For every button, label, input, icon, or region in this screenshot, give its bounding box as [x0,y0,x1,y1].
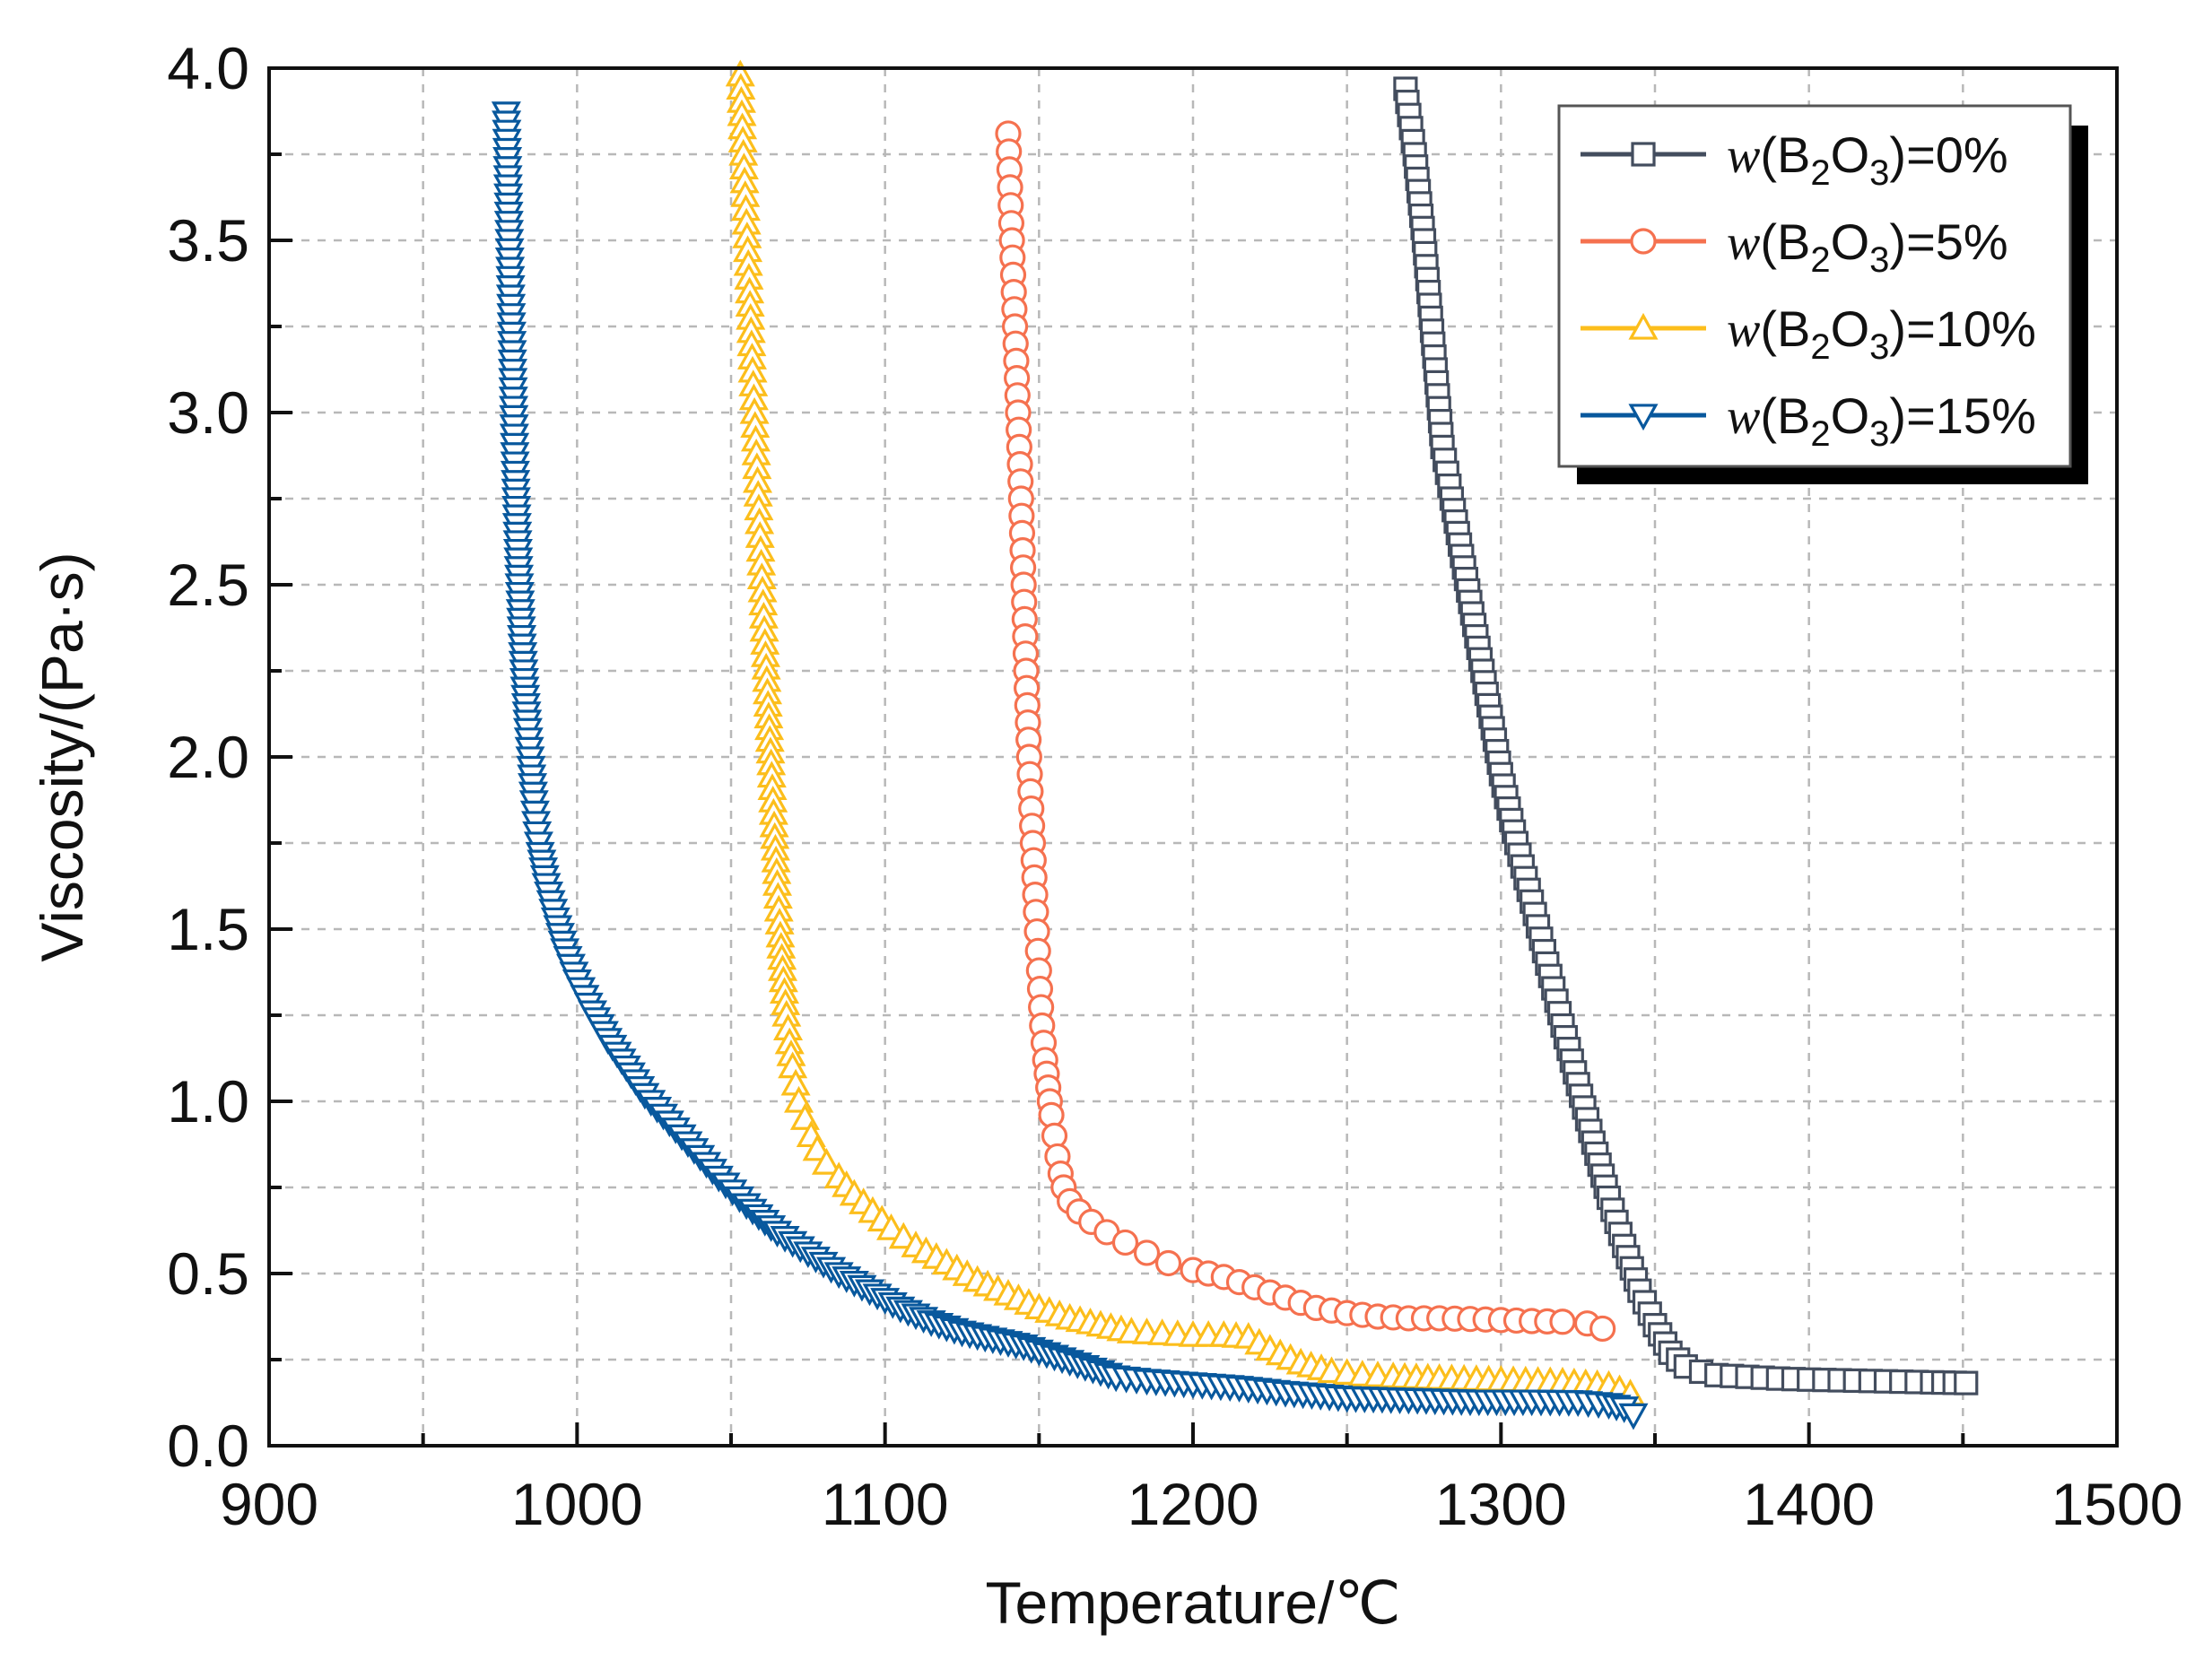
legend-entry: w(B2O3)=15% [1581,387,2036,454]
y-axis-title: Viscosity/(Pa·s) [29,552,95,961]
legend-text-part: (B [1760,126,1810,183]
legend-text-part: w [1727,128,1760,184]
y-axis-tick-labels: 0.0 0.5 1.0 1.5 2.0 2.5 3.0 3.5 4.0 [167,35,249,1479]
data-point-circle [1549,1308,1576,1335]
legend-text-part: w [1727,389,1760,445]
legend-label: w(B2O3)=0% [1727,126,2008,193]
data-point-circle [1154,1249,1182,1277]
series-triangle-down [491,101,1649,1430]
y-tick-label: 4.0 [167,35,249,101]
x-tick-label: 1200 [1128,1471,1259,1537]
legend-entry: w(B2O3)=5% [1581,213,2008,280]
legend-text-part: )=10% [1889,300,2035,357]
legend-text-part: )=15% [1889,387,2035,444]
y-tick-label: 1.0 [167,1068,249,1135]
data-point-circle [1630,228,1657,255]
legend-text-part: O [1831,300,1870,357]
y-tick-label: 3.5 [167,207,249,274]
series-triangle-up [725,59,1646,1406]
data-point-square [1954,1370,1979,1395]
data-point-square [1631,142,1656,167]
series-layer [491,59,1979,1430]
y-tick-label: 0.5 [167,1240,249,1307]
legend-text-part: O [1831,126,1870,183]
legend-label: w(B2O3)=10% [1727,300,2036,367]
x-tick-label: 900 [220,1471,318,1537]
y-tick-label: 2.5 [167,552,249,618]
legend-entry: w(B2O3)=0% [1581,126,2008,193]
y-tick-label: 1.5 [167,896,249,962]
legend-text-part: w [1727,302,1760,358]
legend-text-part: w [1727,215,1760,271]
x-tick-label: 1400 [1743,1471,1875,1537]
y-tick-label: 0.0 [167,1413,249,1479]
x-axis-title: Temperature/℃ [986,1569,1401,1636]
legend-subscript: 3 [1869,327,1889,367]
legend-subscript: 3 [1869,414,1889,454]
data-point-circle [1133,1239,1161,1266]
legend-subscript: 2 [1810,153,1830,193]
legend-text-part: (B [1760,300,1810,357]
data-point-triangle-up [1628,312,1659,340]
legend-subscript: 2 [1810,414,1830,454]
data-point-triangle-down [1618,1403,1649,1430]
series-circle [995,120,1616,1343]
legend-subscript: 2 [1810,240,1830,280]
legend-text-part: O [1831,213,1870,270]
y-tick-label: 2.0 [167,724,249,790]
legend-label: w(B2O3)=15% [1727,387,2036,454]
axis-ticks [267,66,2119,1448]
legend-entry: w(B2O3)=10% [1581,300,2036,367]
x-tick-label: 1000 [511,1471,643,1537]
legend-text-part: )=0% [1889,126,2007,183]
legend-subscript: 3 [1869,240,1889,280]
data-point-circle [1589,1315,1616,1343]
legend-text-part: (B [1760,213,1810,270]
legend-label: w(B2O3)=5% [1727,213,2008,280]
data-point-triangle-down [1628,404,1659,431]
grid-lines [269,68,2117,1446]
x-tick-label: 1300 [1435,1471,1567,1537]
series-square [1393,76,1979,1395]
legend-text-part: (B [1760,387,1810,444]
y-tick-label: 3.0 [167,379,249,446]
x-axis-tick-labels: 900 1000 1100 1200 1300 1400 1500 [220,1471,2182,1537]
legend-text-part: O [1831,387,1870,444]
legend: w(B2O3)=0%w(B2O3)=5%w(B2O3)=10%w(B2O3)=1… [1557,104,2088,484]
data-point-triangle-up [811,1148,841,1175]
legend-subscript: 3 [1869,153,1889,193]
legend-subscript: 2 [1810,327,1830,367]
data-point-circle [1111,1229,1139,1256]
legend-text-part: )=5% [1889,213,2007,270]
x-tick-label: 1100 [822,1471,949,1537]
x-tick-label: 1500 [2051,1471,2183,1537]
